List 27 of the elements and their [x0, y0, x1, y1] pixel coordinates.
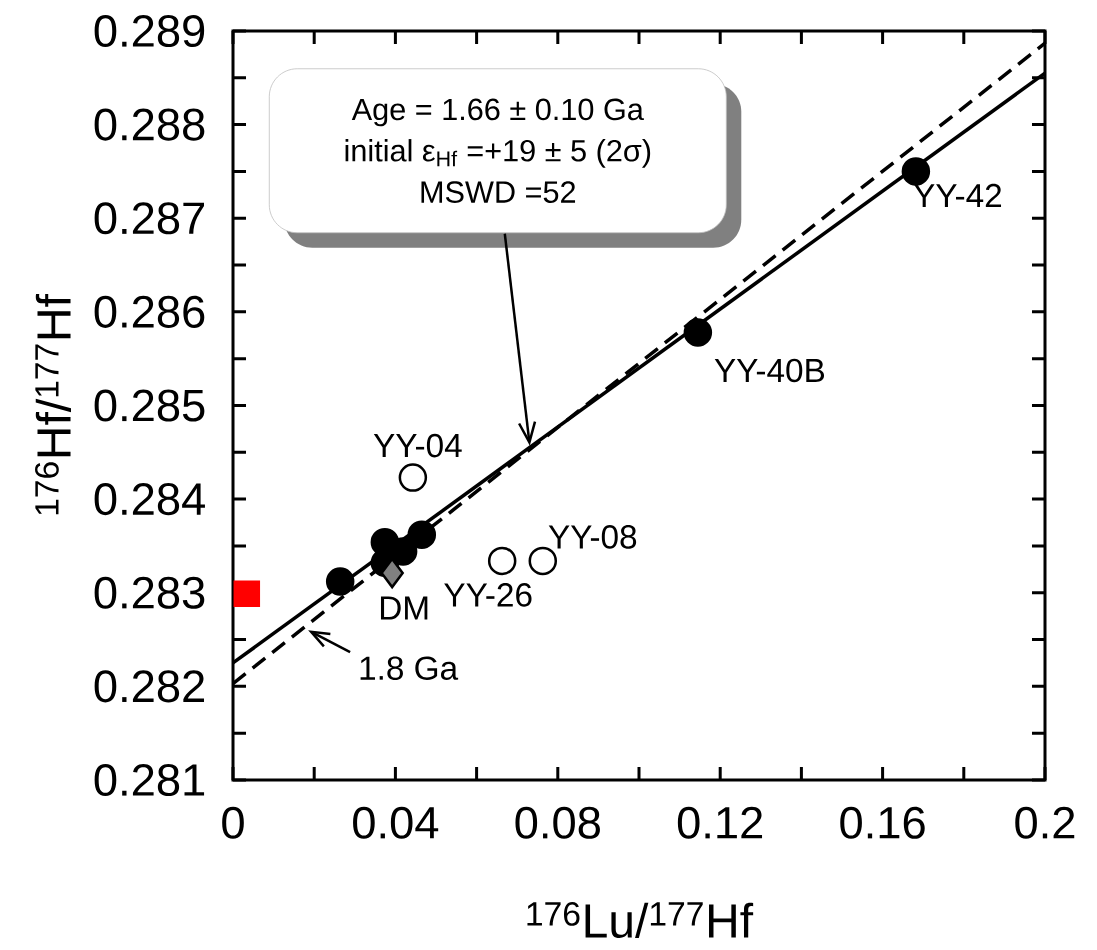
x-axis-title: $^{176}$Lu/$^{177}$Hf: [527, 902, 754, 938]
y-tick-label: 0.281: [94, 763, 205, 797]
annotation: Age = 1.66 ± 0.10 Ga: [351, 98, 644, 127]
annotation: YY-04: [373, 433, 462, 458]
y-tick-label: 0.283: [94, 576, 205, 609]
annotation: initial ε$_{Hf}$ =+19 ± 5 (2σ): [345, 139, 651, 168]
y-tick-label: 0.284: [94, 483, 205, 516]
x-tick-label: 0.12: [677, 806, 763, 839]
y-tick-label: 0.288: [94, 108, 205, 141]
y-axis-title: $^{176}$Hf/$^{177}$Hf: [35, 294, 71, 515]
x-tick-label: 0.16: [840, 806, 925, 839]
y-tick-label: 0.285: [94, 389, 205, 422]
annotation: YY-42: [913, 183, 1002, 208]
x-tick-label: 0.2: [1015, 806, 1075, 839]
annotation: 1.8 Ga: [360, 656, 459, 680]
x-tick-label: 0.04: [353, 806, 439, 839]
y-tick-label: 0.282: [94, 670, 205, 703]
annotation: DM: [380, 596, 428, 620]
y-tick-label: 0.289: [94, 14, 205, 48]
annotation: MSWD =52: [421, 181, 576, 203]
annotation: YY-40B: [714, 358, 825, 383]
y-tick-label: 0.286: [94, 295, 205, 328]
y-tick-label: 0.287: [94, 202, 205, 235]
annotation: YY-26: [444, 583, 532, 607]
annotation: YY-08: [548, 525, 637, 549]
x-tick-label: 0: [222, 806, 244, 839]
x-tick-label: 0.08: [515, 806, 600, 839]
